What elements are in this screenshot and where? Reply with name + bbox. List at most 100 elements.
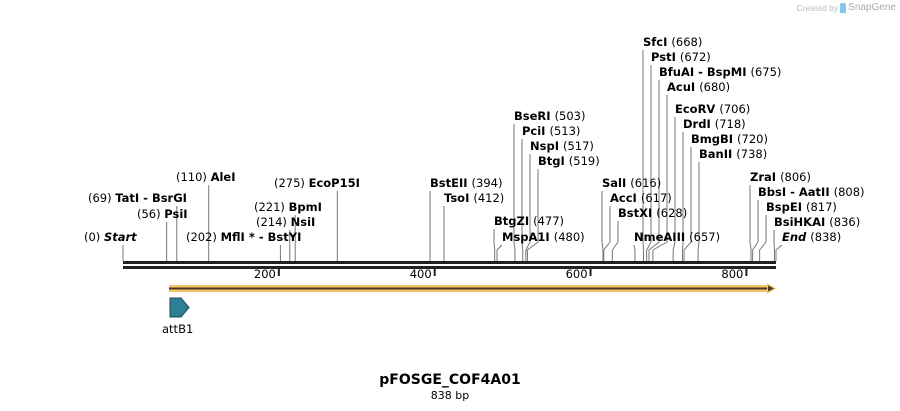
restriction-site[interactable]: BsiHKAI (836)	[774, 215, 860, 229]
site-connector	[496, 244, 503, 261]
site-position: (480)	[554, 230, 585, 244]
restriction-site[interactable]: BstEII (394)	[430, 176, 502, 190]
site-position: (628)	[656, 206, 687, 220]
site-position: (720)	[737, 132, 768, 146]
restriction-site[interactable]: End (838)	[782, 230, 841, 244]
restriction-site[interactable]: NmeAIII (657)	[634, 230, 720, 244]
site-name: BtgZI	[494, 214, 533, 228]
tick-label: 800	[721, 267, 743, 281]
site-name: EcoP15I	[309, 176, 360, 190]
restriction-site[interactable]: ZraI (806)	[750, 170, 811, 184]
site-position: (477)	[533, 214, 564, 228]
restriction-site[interactable]: PstI (672)	[651, 50, 711, 64]
restriction-site[interactable]: NspI (517)	[530, 139, 594, 153]
site-connector	[521, 139, 524, 261]
site-name: NmeAIII	[634, 230, 689, 244]
restriction-site[interactable]: BseRI (503)	[514, 109, 586, 123]
site-position: (519)	[569, 154, 600, 168]
site-connector	[749, 185, 752, 261]
site-connector	[646, 65, 652, 261]
restriction-site[interactable]: (56) PsiI	[137, 207, 188, 221]
restriction-site[interactable]: BmgBI (720)	[691, 132, 768, 146]
restriction-site[interactable]: EcoRV (706)	[675, 102, 750, 116]
site-position: (738)	[736, 147, 767, 161]
restriction-site[interactable]: (202) MflI * - BstYI	[186, 230, 301, 244]
restriction-site[interactable]: AcuI (680)	[667, 80, 730, 94]
credit-brand: SnapGene	[848, 2, 896, 13]
restriction-site[interactable]: (214) NsiI	[256, 215, 315, 229]
restriction-site[interactable]: DrdI (718)	[683, 117, 746, 131]
restriction-site[interactable]: (0) Start	[84, 230, 137, 244]
svg-text:(56) PsiI: (56) PsiI	[137, 207, 188, 221]
ruler-ticks: 200 400 600 800	[254, 266, 748, 281]
backbone-bottom-strand	[123, 266, 776, 269]
restriction-site[interactable]: BtgZI (477)	[494, 214, 564, 228]
restriction-site[interactable]: PciI (513)	[522, 124, 580, 138]
site-name: AleI	[211, 170, 236, 184]
restriction-site[interactable]: MspA1I (480)	[502, 230, 585, 244]
restriction-site[interactable]: (221) BpmI	[254, 200, 322, 214]
site-name: ZraI	[750, 170, 780, 184]
restriction-site[interactable]: SfcI (668)	[643, 35, 702, 49]
site-connector	[526, 169, 539, 261]
svg-text:PciI (513): PciI (513)	[522, 124, 580, 138]
restriction-site[interactable]: (69) TatI - BsrGI	[88, 191, 187, 205]
site-position: (617)	[641, 191, 672, 205]
svg-text:EcoRV (706): EcoRV (706)	[675, 102, 750, 116]
attb1-feature-arrow-icon[interactable]	[169, 297, 190, 318]
site-name: BbsI - AatII	[758, 185, 834, 199]
site-name: End	[782, 230, 810, 244]
site-connector	[752, 200, 759, 261]
site-name: TsoI	[444, 191, 473, 205]
site-position: (817)	[806, 200, 837, 214]
site-connector	[611, 221, 619, 261]
restriction-site[interactable]: BtgI (519)	[538, 154, 600, 168]
svg-text:(110) AleI: (110) AleI	[176, 170, 236, 184]
site-name: SalI	[602, 176, 630, 190]
restriction-site[interactable]: SalI (616)	[602, 176, 661, 190]
map-length: 838 bp	[430, 389, 470, 402]
site-position: (808)	[834, 185, 865, 199]
site-position: (718)	[715, 117, 746, 131]
attb1-feature-label: attB1	[162, 322, 194, 336]
snapgene-credit: Created by SnapGene	[797, 2, 896, 13]
svg-text:SfcI (668): SfcI (668)	[643, 35, 702, 49]
restriction-site[interactable]: (275) EcoP15I	[274, 176, 360, 190]
restriction-site[interactable]: BbsI - AatII (808)	[758, 185, 865, 199]
restriction-site[interactable]: AccI (617)	[610, 191, 672, 205]
site-name: BmgBI	[691, 132, 737, 146]
site-position: (0)	[84, 230, 104, 244]
site-connector	[775, 244, 783, 261]
site-position: (412)	[473, 191, 504, 205]
site-position: (680)	[699, 80, 730, 94]
orf-arrow[interactable]	[169, 283, 776, 294]
site-name: PsiI	[164, 207, 187, 221]
tick-label: 200	[254, 267, 276, 281]
restriction-site[interactable]: TsoI (412)	[444, 191, 504, 205]
site-position: (675)	[750, 65, 781, 79]
restriction-site[interactable]: BstXI (628)	[618, 206, 687, 220]
svg-text:AcuI (680): AcuI (680)	[667, 80, 730, 94]
svg-text:BspEI (817): BspEI (817)	[766, 200, 837, 214]
svg-text:BtgI (519): BtgI (519)	[538, 154, 600, 168]
site-position: (513)	[549, 124, 580, 138]
site-name: BanII	[699, 147, 736, 161]
svg-text:(0) Start: (0) Start	[84, 230, 137, 244]
site-connector	[681, 132, 684, 261]
site-connector-lines	[122, 50, 783, 261]
restriction-site[interactable]: BfuAI - BspMI (675)	[659, 65, 781, 79]
svg-text:BstXI (628): BstXI (628)	[618, 206, 687, 220]
site-position: (214)	[256, 215, 291, 229]
svg-text:(214) NsiI: (214) NsiI	[256, 215, 315, 229]
restriction-site[interactable]: (110) AleI	[176, 170, 236, 184]
svg-text:SalI (616): SalI (616)	[602, 176, 661, 190]
site-position: (616)	[630, 176, 661, 190]
site-position: (394)	[472, 176, 503, 190]
tick-mark	[433, 266, 436, 276]
restriction-site[interactable]: BanII (738)	[699, 147, 767, 161]
site-position: (836)	[829, 215, 860, 229]
svg-text:BstEII (394): BstEII (394)	[430, 176, 502, 190]
restriction-site[interactable]: BspEI (817)	[766, 200, 837, 214]
svg-text:NspI (517): NspI (517)	[530, 139, 594, 153]
site-position: (706)	[719, 102, 750, 116]
